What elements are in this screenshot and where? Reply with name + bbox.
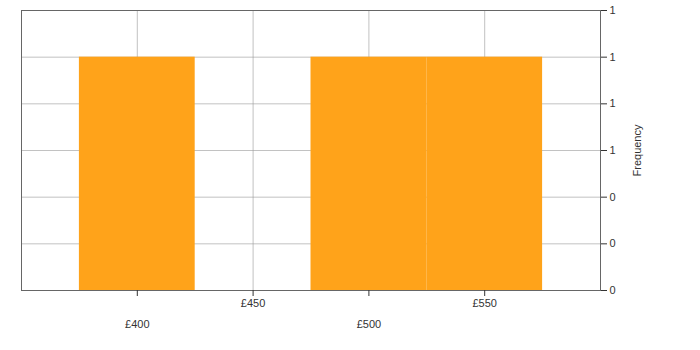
svg-text:1: 1 bbox=[610, 97, 616, 109]
svg-text:1: 1 bbox=[610, 144, 616, 156]
svg-text:£400: £400 bbox=[125, 318, 149, 330]
svg-text:£550: £550 bbox=[472, 297, 496, 309]
svg-text:£500: £500 bbox=[357, 318, 381, 330]
svg-text:1: 1 bbox=[610, 51, 616, 63]
svg-text:0: 0 bbox=[610, 284, 616, 296]
svg-text:0: 0 bbox=[610, 191, 616, 203]
svg-text:0: 0 bbox=[610, 237, 616, 249]
svg-text:1: 1 bbox=[610, 4, 616, 16]
svg-text:Frequency: Frequency bbox=[631, 124, 643, 176]
svg-text:£450: £450 bbox=[241, 297, 265, 309]
